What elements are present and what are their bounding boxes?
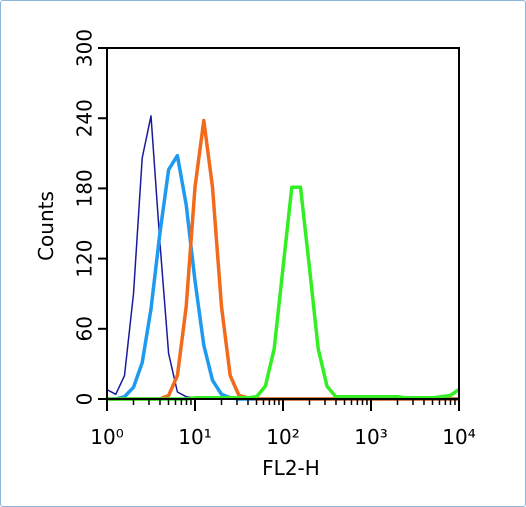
x-tick-label: 10¹ [178,425,211,449]
y-tick-label: 300 [73,29,97,67]
y-axis-label: Counts [34,191,58,261]
x-axis-label: FL2-H [262,456,320,480]
y-tick-label: 60 [73,316,97,341]
x-tick-label: 10³ [354,425,387,449]
y-tick-label: 240 [73,99,97,137]
x-tick-label: 10⁰ [90,425,123,449]
y-tick-label: 120 [73,240,97,278]
x-tick-label: 10⁴ [442,425,475,449]
y-tick-label: 180 [73,169,97,207]
series-line [107,185,460,401]
x-tick-label: 10² [266,425,299,449]
y-tick-label: 0 [73,393,97,406]
